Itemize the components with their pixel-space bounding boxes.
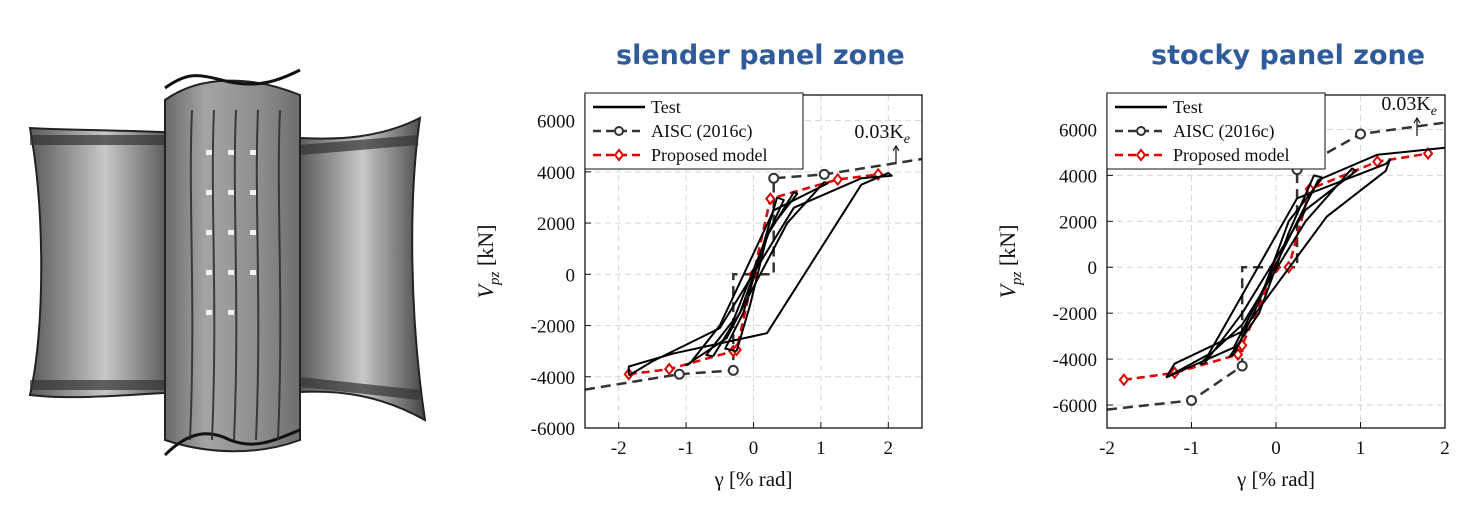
- aisc-marker: [727, 364, 739, 376]
- y-tick-label: -6000: [1053, 396, 1097, 417]
- x-tick-label: 0: [749, 438, 759, 459]
- proposed-marker: [1422, 146, 1434, 161]
- legend-marker: [614, 126, 624, 136]
- x-tick-label: 2: [884, 438, 894, 459]
- annotation-arrowhead: [1413, 116, 1421, 124]
- x-tick-label: 1: [816, 438, 826, 459]
- y-tick-label: 0: [566, 265, 576, 286]
- aisc-marker: [1236, 360, 1248, 372]
- x-tick-label: 0: [1271, 438, 1281, 459]
- y-tick-label: 2000: [537, 214, 575, 235]
- panel-zone-photo: [28, 68, 427, 457]
- y-tick-label: 4000: [1059, 166, 1097, 187]
- test-hysteresis-loop: [627, 172, 893, 377]
- legend-label: AISC (2016c): [1173, 121, 1275, 142]
- x-axis-label: γ [% rad]: [1236, 467, 1315, 491]
- y-tick-label: -4000: [1053, 350, 1097, 371]
- test-hysteresis-loop: [1228, 174, 1324, 358]
- chart-title-slender: slender panel zone: [616, 40, 905, 71]
- y-tick-label: -4000: [531, 368, 575, 389]
- legend: Test AISC (2016c) Proposed model: [584, 92, 804, 170]
- proposed-marker: [832, 172, 844, 187]
- x-axis-label: γ [% rad]: [713, 467, 792, 491]
- legend-label: Proposed model: [651, 145, 768, 165]
- stiffness-annotation: 0.03Ke: [1381, 93, 1437, 119]
- proposed-line: [628, 173, 879, 376]
- right-beam: [299, 116, 427, 422]
- aisc-marker: [768, 172, 780, 184]
- x-tick-label: -2: [1099, 438, 1115, 459]
- stiffness-annotation: 0.03Ke: [854, 121, 910, 147]
- legend-marker: [613, 148, 625, 162]
- legend: Test AISC (2016c) Proposed model: [1106, 92, 1326, 170]
- legend-label: Test: [651, 97, 681, 117]
- x-tick-label: -2: [611, 438, 627, 459]
- test-hysteresis-loop: [1199, 167, 1358, 365]
- test-hysteresis-loop: [685, 181, 829, 367]
- aisc-marker: [1186, 394, 1197, 406]
- aisc-marker: [1355, 128, 1366, 140]
- aisc-marker: [818, 168, 830, 180]
- y-tick-label: 0: [1088, 258, 1098, 279]
- legend-marker: [1135, 148, 1147, 162]
- x-tick-label: 2: [1440, 438, 1450, 459]
- legend-label: Test: [1173, 97, 1203, 117]
- y-axis-label: Vpz [kN]: [995, 225, 1025, 299]
- x-tick-label: -1: [678, 438, 694, 459]
- legend-label: Proposed model: [1173, 145, 1290, 165]
- y-tick-label: -2000: [531, 317, 575, 338]
- y-tick-label: 6000: [537, 112, 575, 133]
- y-tick-label: -6000: [531, 419, 575, 440]
- y-tick-label: 2000: [1059, 212, 1097, 233]
- y-axis-label: Vpz [kN]: [473, 225, 503, 299]
- test-hysteresis-loop: [1165, 146, 1445, 379]
- chart-title-stocky: stocky panel zone: [1151, 40, 1426, 71]
- proposed-marker: [765, 192, 776, 206]
- x-tick-label: -1: [1184, 438, 1200, 459]
- left-beam: [28, 126, 181, 399]
- column-web: [164, 79, 301, 453]
- aisc-marker: [673, 368, 685, 380]
- legend-label: AISC (2016c): [651, 121, 753, 142]
- test-hysteresis-loop: [1165, 158, 1392, 379]
- y-tick-label: -2000: [1053, 304, 1097, 325]
- annotation-arrowhead: [892, 144, 900, 152]
- plot-area: [585, 157, 922, 391]
- y-tick-label: 4000: [537, 163, 575, 184]
- x-tick-label: 1: [1356, 438, 1366, 459]
- proposed-marker: [663, 362, 675, 376]
- y-tick-label: 6000: [1059, 120, 1097, 141]
- legend-marker: [1136, 126, 1146, 136]
- proposed-marker: [1118, 373, 1130, 387]
